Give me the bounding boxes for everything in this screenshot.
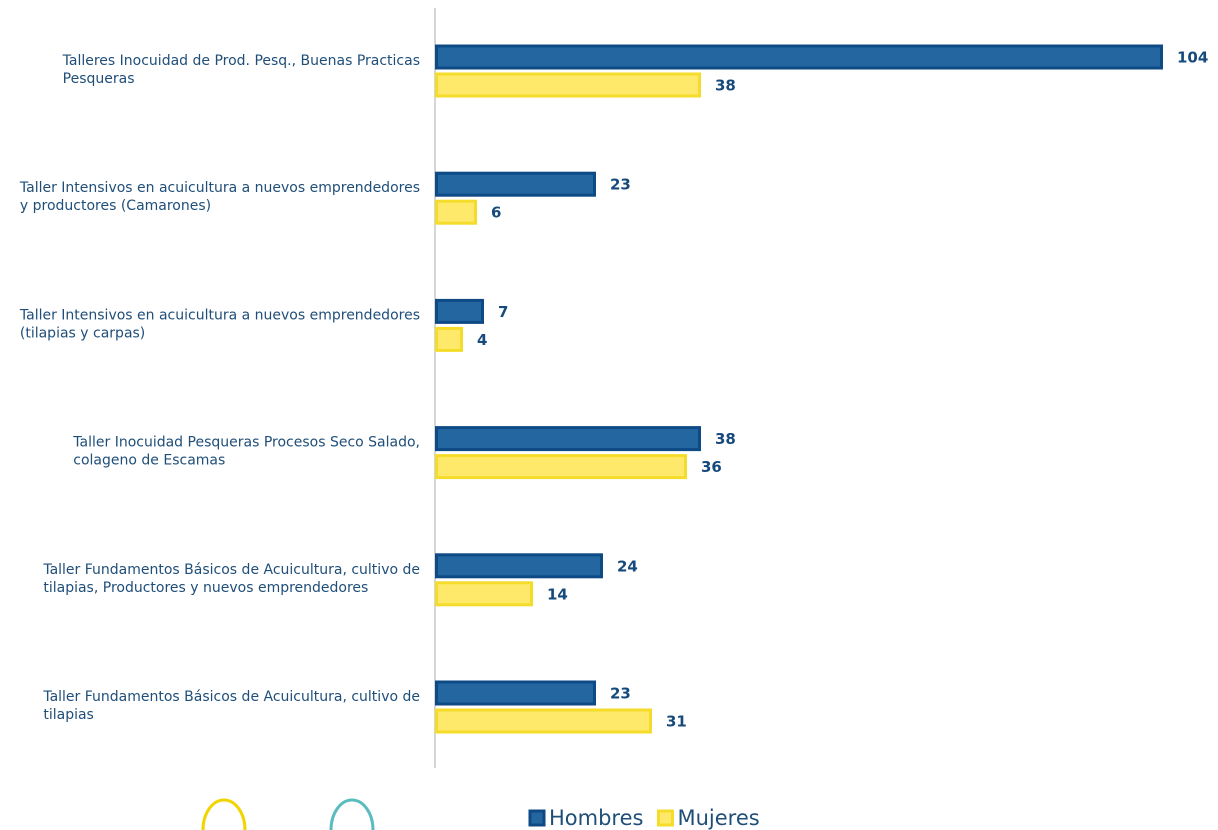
- bar: [435, 171, 596, 197]
- bar: [435, 199, 477, 225]
- category-label: Taller Fundamentos Básicos de Acuicultur…: [42, 562, 420, 596]
- category-label-line: (tilapias y carpas): [20, 325, 145, 341]
- category-label-line: tilapias, Productores y nuevos emprended…: [43, 580, 368, 596]
- category-label-line: Taller Fundamentos Básicos de Acuicultur…: [42, 562, 420, 578]
- bar: [435, 454, 687, 480]
- category-label: Taller Intensivos en acuicultura a nuevo…: [19, 307, 420, 341]
- decor-circle: [329, 798, 375, 830]
- bar: [435, 326, 463, 352]
- bar: [435, 44, 1163, 70]
- decor-circle: [201, 798, 247, 830]
- value-label: 6: [491, 204, 501, 222]
- bar: [435, 72, 701, 98]
- bar: [435, 553, 603, 579]
- value-label: 23: [610, 176, 631, 194]
- category-label-line: colageno de Escamas: [73, 453, 225, 469]
- category-label-line: Taller Intensivos en acuicultura a nuevo…: [19, 307, 420, 323]
- value-label: 24: [617, 557, 638, 575]
- value-label: 7: [498, 303, 508, 321]
- legend-label: Hombres: [549, 806, 643, 830]
- bar: [435, 426, 701, 452]
- category-label-line: Taller Inocuidad Pesqueras Procesos Seco…: [72, 435, 420, 451]
- bar: [435, 581, 533, 607]
- category-label: Taller Inocuidad Pesqueras Procesos Seco…: [72, 435, 420, 469]
- category-label-line: Talleres Inocuidad de Prod. Pesq., Buena…: [62, 53, 420, 69]
- value-label: 38: [715, 77, 736, 95]
- category-label-line: tilapias: [43, 707, 94, 723]
- category-label: Taller Intensivos en acuicultura a nuevo…: [19, 180, 420, 214]
- bar: [435, 298, 484, 324]
- bar: [435, 708, 652, 734]
- value-label: 38: [715, 430, 736, 448]
- legend-label: Mujeres: [677, 806, 759, 830]
- category-label: Taller Fundamentos Básicos de Acuicultur…: [42, 689, 420, 723]
- value-label: 36: [701, 458, 722, 476]
- category-label-line: Pesqueras: [63, 71, 135, 87]
- category-label-line: Taller Fundamentos Básicos de Acuicultur…: [42, 689, 420, 705]
- value-label: 4: [477, 331, 487, 349]
- value-label: 104: [1177, 49, 1208, 67]
- value-label: 14: [547, 585, 568, 603]
- category-label-line: Taller Intensivos en acuicultura a nuevo…: [19, 180, 420, 196]
- value-label: 31: [666, 713, 687, 731]
- value-label: 23: [610, 685, 631, 703]
- category-label-line: y productores (Camarones): [20, 198, 211, 214]
- category-label: Talleres Inocuidad de Prod. Pesq., Buena…: [62, 53, 420, 87]
- legend-swatch: [656, 809, 674, 827]
- bar: [435, 680, 596, 706]
- legend-swatch: [528, 809, 546, 827]
